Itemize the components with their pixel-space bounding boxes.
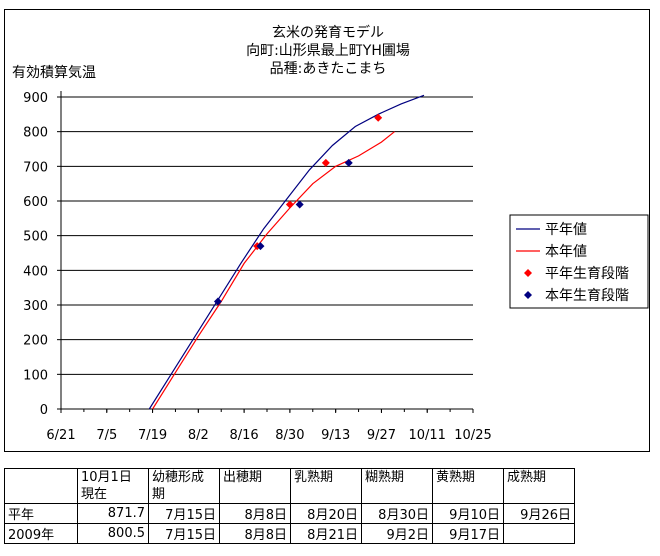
table-cell: 2009年 [4, 523, 78, 544]
y-tick-label: 900 [23, 91, 48, 106]
data-point-marker [213, 297, 222, 306]
legend-label: 本年値 [545, 244, 587, 260]
table-cell: 8月21日 [290, 523, 362, 544]
legend-marker-swatch [524, 269, 532, 277]
x-tick-label: 8/30 [275, 428, 304, 443]
table-header-row: 10月1日 現在 幼穂形成 期 出穂期 乳熟期 糊熟期 黄熟期 成熟期 [4, 468, 575, 504]
table-header-cell: 出穂期 [219, 468, 291, 504]
legend-box [509, 214, 649, 309]
table-header-cell: 成熟期 [503, 468, 575, 504]
x-tick-label: 7/5 [96, 428, 117, 443]
growth-stage-table: 10月1日 現在 幼穂形成 期 出穂期 乳熟期 糊熟期 黄熟期 成熟期 平年 8… [4, 468, 656, 544]
y-tick-label: 100 [23, 368, 48, 383]
table-header-cell: 幼穂形成 期 [148, 468, 220, 504]
data-point-marker [256, 242, 265, 251]
legend-label: 本年生育段階 [545, 288, 629, 304]
table-cell: 平年 [4, 503, 78, 524]
series-line-本年値 [152, 131, 395, 410]
table-cell: 9月2日 [361, 523, 433, 544]
data-point-marker [374, 113, 383, 122]
data-point-marker [285, 200, 294, 209]
y-axis-label: 有効積算気温 [12, 65, 96, 81]
y-tick-label: 700 [23, 160, 48, 175]
x-tick-label: 9/13 [321, 428, 350, 443]
table-header-cell: 糊熟期 [361, 468, 433, 504]
table-header-cell: 10月1日 現在 [77, 468, 149, 504]
legend-label: 平年値 [545, 222, 587, 238]
chart-plot: 0 100 200 300 400 500 600 700 800 900 6/21 7/5 7/19 8… [23, 91, 649, 443]
table-header-cell: 黄熟期 [432, 468, 504, 504]
table-header-cell [4, 468, 78, 504]
chart-title-line-1: 玄米の発育モデル [272, 25, 384, 41]
y-tick-label: 400 [23, 264, 48, 279]
x-tick-label: 10/11 [408, 428, 445, 443]
y-tick-label: 0 [40, 403, 48, 418]
x-tick-label: 10/25 [454, 428, 491, 443]
y-tick-label: 300 [23, 299, 48, 314]
data-point-marker [344, 158, 353, 167]
legend-label: 平年生育段階 [545, 266, 629, 282]
y-tick-label: 800 [23, 126, 48, 141]
table-cell: 8月20日 [290, 503, 362, 524]
table-cell: 7月15日 [148, 523, 220, 544]
y-tick-label: 200 [23, 334, 48, 349]
data-point-marker [295, 200, 304, 209]
x-tick-label: 7/19 [138, 428, 167, 443]
table-cell: 9月17日 [432, 523, 504, 544]
chart-title-line-3: 品種:あきたこまち [269, 61, 387, 77]
table-cell [503, 523, 575, 544]
legend-marker-swatch [524, 291, 532, 299]
data-point-marker [321, 158, 330, 167]
x-tick-label: 8/2 [188, 428, 209, 443]
y-tick-label: 500 [23, 230, 48, 245]
table-cell: 800.5 [77, 523, 149, 544]
table-row: 平年 871.7 7月15日 8月8日 8月20日 8月30日 9月10日 9月… [4, 503, 575, 524]
table-cell: 8月30日 [361, 503, 433, 524]
table-row: 2009年 800.5 7月15日 8月8日 8月21日 9月2日 9月17日 [4, 523, 575, 544]
series-line-平年値 [148, 94, 425, 410]
table-cell: 8月8日 [219, 503, 291, 524]
table-cell: 8月8日 [219, 523, 291, 544]
table-cell: 7月15日 [148, 503, 220, 524]
table-cell: 871.7 [77, 503, 149, 524]
table-cell: 9月10日 [432, 503, 504, 524]
x-tick-label: 6/21 [46, 428, 75, 443]
x-tick-label: 8/16 [230, 428, 259, 443]
x-tick-label: 9/27 [367, 428, 396, 443]
table-header-cell: 乳熟期 [290, 468, 362, 504]
table-cell: 9月26日 [503, 503, 575, 524]
chart-frame: 玄米の発育モデル 向町:山形県最上町YH圃場 品種:あきたこまち 有効積算気温 … [4, 9, 650, 452]
y-tick-label: 600 [23, 195, 48, 210]
chart-title-line-2: 向町:山形県最上町YH圃場 [246, 43, 410, 59]
